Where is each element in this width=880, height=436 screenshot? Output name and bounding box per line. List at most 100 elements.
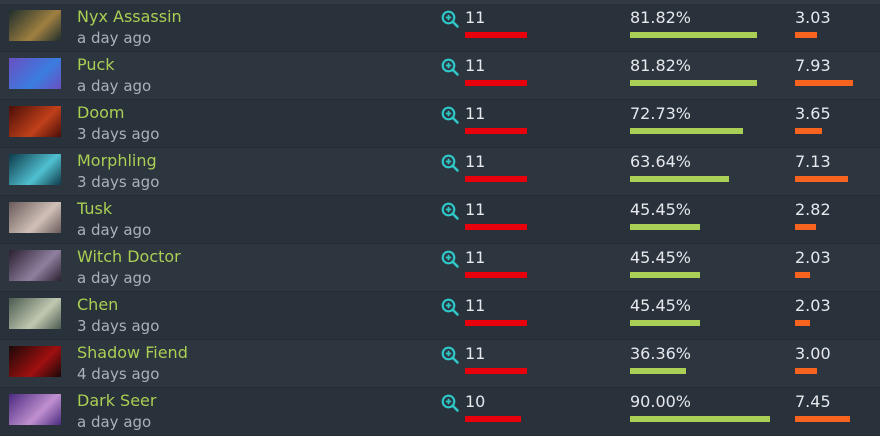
winrate-bar (630, 224, 701, 230)
matches-value: 11 (465, 56, 486, 75)
kda-value: 3.00 (795, 344, 831, 363)
kda-value: 2.03 (795, 248, 831, 267)
table-row: Morphling 3 days ago 11 63.64% 7.13 (0, 148, 880, 196)
matches-value: 11 (465, 296, 486, 315)
matches-bar (465, 176, 527, 182)
matches-value: 10 (465, 392, 486, 411)
matches-bar (465, 224, 527, 230)
matches-value: 11 (465, 152, 486, 171)
winrate-value: 81.82% (630, 56, 692, 75)
dark-seer-portrait[interactable] (9, 394, 61, 425)
hero-name-link[interactable]: Tusk (77, 199, 113, 218)
doom-portrait[interactable] (9, 106, 61, 137)
kda-value: 7.45 (795, 392, 831, 411)
table-row: Witch Doctor a day ago 11 45.45% 2.03 (0, 244, 880, 292)
zoom-in-icon[interactable] (441, 202, 459, 220)
kda-value: 2.82 (795, 200, 831, 219)
matches-value: 11 (465, 200, 486, 219)
matches-bar (465, 128, 527, 134)
hero-name-link[interactable]: Puck (77, 55, 115, 74)
table-row: Nyx Assassin a day ago 11 81.82% 3.03 (0, 4, 880, 52)
kda-bar (795, 176, 848, 182)
winrate-value: 45.45% (630, 296, 692, 315)
kda-bar (795, 320, 810, 326)
kda-bar (795, 368, 818, 374)
winrate-value: 45.45% (630, 200, 692, 219)
kda-bar (795, 80, 854, 86)
winrate-value: 45.45% (630, 248, 692, 267)
last-played: a day ago (77, 413, 152, 431)
table-row: Tusk a day ago 11 45.45% 2.82 (0, 196, 880, 244)
matches-bar (465, 368, 527, 374)
table-row: Dark Seer a day ago 10 90.00% 7.45 (0, 388, 880, 436)
last-played: a day ago (77, 221, 152, 239)
zoom-in-icon[interactable] (441, 298, 459, 316)
zoom-in-icon[interactable] (441, 10, 459, 28)
last-played: 3 days ago (77, 173, 160, 191)
witch-doctor-portrait[interactable] (9, 250, 61, 281)
winrate-bar (630, 368, 687, 374)
kda-bar (795, 272, 810, 278)
kda-value: 3.65 (795, 104, 831, 123)
last-played: a day ago (77, 77, 152, 95)
last-played: 4 days ago (77, 365, 160, 383)
zoom-in-icon[interactable] (441, 250, 459, 268)
hero-table: Nyx Assassin a day ago 11 81.82% 3.03 Pu… (0, 4, 880, 436)
zoom-in-icon[interactable] (441, 106, 459, 124)
matches-bar (465, 416, 522, 422)
hero-name-link[interactable]: Chen (77, 295, 119, 314)
winrate-value: 72.73% (630, 104, 692, 123)
hero-name-link[interactable]: Morphling (77, 151, 157, 170)
matches-bar (465, 32, 527, 38)
last-played: 3 days ago (77, 317, 160, 335)
zoom-in-icon[interactable] (441, 154, 459, 172)
matches-bar (465, 272, 527, 278)
morphling-portrait[interactable] (9, 154, 61, 185)
winrate-value: 90.00% (630, 392, 692, 411)
hero-name-link[interactable]: Dark Seer (77, 391, 157, 410)
shadow-fiend-portrait[interactable] (9, 346, 61, 377)
table-row: Doom 3 days ago 11 72.73% 3.65 (0, 100, 880, 148)
zoom-in-icon[interactable] (441, 58, 459, 76)
tusk-portrait[interactable] (9, 202, 61, 233)
hero-name-link[interactable]: Nyx Assassin (77, 7, 182, 26)
kda-value: 3.03 (795, 8, 831, 27)
table-row: Puck a day ago 11 81.82% 7.93 (0, 52, 880, 100)
zoom-in-icon[interactable] (441, 394, 459, 412)
matches-value: 11 (465, 344, 486, 363)
kda-bar (795, 224, 816, 230)
kda-bar (795, 32, 818, 38)
hero-name-link[interactable]: Shadow Fiend (77, 343, 188, 362)
last-played: 3 days ago (77, 125, 160, 143)
matches-bar (465, 80, 527, 86)
matches-value: 11 (465, 8, 486, 27)
winrate-bar (630, 416, 770, 422)
last-played: a day ago (77, 29, 152, 47)
matches-value: 11 (465, 248, 486, 267)
kda-value: 7.93 (795, 56, 831, 75)
table-row: Shadow Fiend 4 days ago 11 36.36% 3.00 (0, 340, 880, 388)
hero-name-link[interactable]: Doom (77, 103, 125, 122)
winrate-value: 63.64% (630, 152, 692, 171)
winrate-bar (630, 272, 701, 278)
hero-name-link[interactable]: Witch Doctor (77, 247, 181, 266)
winrate-bar (630, 176, 729, 182)
last-played: a day ago (77, 269, 152, 287)
nyx-assassin-portrait[interactable] (9, 10, 61, 41)
winrate-value: 81.82% (630, 8, 692, 27)
winrate-bar (630, 128, 743, 134)
table-row: Chen 3 days ago 11 45.45% 2.03 (0, 292, 880, 340)
winrate-bar (630, 32, 757, 38)
matches-bar (465, 320, 527, 326)
winrate-bar (630, 320, 701, 326)
winrate-value: 36.36% (630, 344, 692, 363)
chen-portrait[interactable] (9, 298, 61, 329)
kda-bar (795, 416, 850, 422)
matches-value: 11 (465, 104, 486, 123)
winrate-bar (630, 80, 757, 86)
kda-value: 7.13 (795, 152, 831, 171)
puck-portrait[interactable] (9, 58, 61, 89)
zoom-in-icon[interactable] (441, 346, 459, 364)
kda-bar (795, 128, 822, 134)
kda-value: 2.03 (795, 296, 831, 315)
